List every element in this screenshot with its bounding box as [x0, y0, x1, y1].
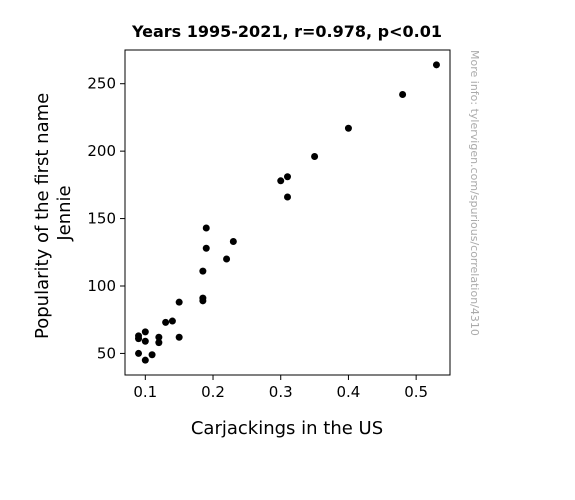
x-tick-label: 0.5	[404, 383, 428, 401]
x-tick-label: 0.3	[269, 383, 293, 401]
data-point	[155, 339, 163, 347]
data-point	[168, 317, 176, 325]
plot-area	[124, 49, 451, 376]
data-point	[399, 91, 407, 99]
data-point	[284, 173, 291, 181]
data-point	[277, 177, 285, 185]
data-point	[148, 351, 156, 359]
data-point	[141, 328, 149, 336]
data-point	[141, 356, 149, 364]
data-point	[199, 297, 207, 305]
data-point	[135, 335, 143, 343]
data-point	[229, 237, 237, 245]
y-tick-label: 250	[87, 75, 116, 93]
data-point	[135, 349, 143, 357]
data-points	[135, 61, 440, 364]
y-axis-label-line-1: Popularity of the first name	[32, 93, 53, 339]
x-tick-label: 0.2	[201, 383, 225, 401]
data-point	[162, 318, 170, 326]
y-axis-label-line-2: Jennie	[54, 185, 75, 241]
data-point	[432, 61, 440, 69]
chart-title: Years 1995-2021, r=0.978, p<0.01	[131, 22, 442, 41]
watermark: More info: tylervigen.com/spurious/corre…	[468, 50, 481, 336]
data-point	[155, 333, 163, 341]
data-point	[175, 298, 183, 306]
y-tick-label: 150	[87, 210, 116, 228]
data-point	[141, 337, 149, 345]
data-point	[199, 267, 207, 275]
y-tick-label: 50	[97, 344, 116, 362]
data-point	[223, 255, 231, 263]
data-point	[344, 124, 352, 132]
x-axis-label: Carjackings in the US	[191, 418, 383, 439]
x-tick-label: 0.1	[133, 383, 157, 401]
data-point	[284, 193, 291, 201]
data-point	[311, 153, 319, 161]
x-axis: 0.1 0.2 0.3 0.4 0.5	[133, 375, 428, 401]
data-point	[202, 244, 210, 252]
x-tick-label: 0.4	[337, 383, 361, 401]
data-point	[175, 333, 183, 341]
y-axis-label: Popularity of the first name Jennie	[32, 87, 75, 339]
y-axis: 50 100 150 200 250	[87, 75, 125, 362]
y-tick-label: 100	[87, 277, 116, 295]
y-tick-label: 200	[87, 142, 116, 160]
data-point	[202, 224, 210, 232]
